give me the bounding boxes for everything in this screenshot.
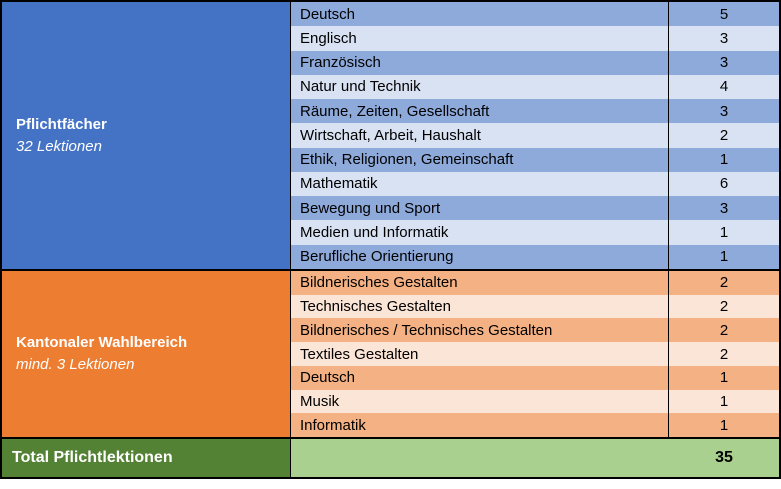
lessons-cell: 6: [719, 175, 729, 193]
table-row: Bildnerisches Gestalten 2: [291, 271, 779, 295]
section-pflichtfaecher: Pflichtfächer 32 Lektionen Deutsch 5 Eng…: [2, 2, 779, 271]
total-value: 35: [715, 449, 733, 466]
table-row: Informatik 1: [291, 413, 779, 438]
category-cell-wahlbereich: Kantonaler Wahlbereich mind. 3 Lektionen: [2, 271, 291, 437]
section-kantonaler-wahlbereich: Kantonaler Wahlbereich mind. 3 Lektionen…: [2, 271, 779, 439]
table-row: Ethik, Religionen, Gemeinschaft 1: [291, 147, 779, 172]
lessons-cell: 3: [719, 199, 729, 217]
subject-cell: Berufliche Orientierung: [291, 244, 669, 269]
subject-cell: Textiles Gestalten: [291, 342, 669, 366]
category-cell-pflichtfaecher: Pflichtfächer 32 Lektionen: [2, 2, 291, 269]
table-row: Französisch 3: [291, 50, 779, 75]
subject-cell: Ethik, Religionen, Gemeinschaft: [291, 147, 669, 172]
category-subtitle: 32 Lektionen: [16, 137, 102, 155]
table-row: Wirtschaft, Arbeit, Haushalt 2: [291, 123, 779, 148]
section-rows: Bildnerisches Gestalten 2 Technisches Ge…: [291, 271, 779, 438]
table-row: Musik 1: [291, 389, 779, 414]
lessons-cell: 3: [719, 29, 729, 47]
lessons-cell: 2: [719, 274, 729, 292]
lessons-cell: 1: [719, 416, 729, 434]
subject-cell: Deutsch: [291, 2, 669, 27]
lessons-cell: 4: [719, 78, 729, 96]
subject-cell: Natur und Technik: [291, 74, 669, 100]
lessons-cell: 1: [719, 392, 729, 410]
subject-cell: Musik: [291, 389, 669, 414]
lessons-cell: 2: [719, 126, 729, 144]
table-row: Bewegung und Sport 3: [291, 196, 779, 221]
total-row: Total Pflichtlektionen 35: [2, 439, 779, 477]
subject-cell: Französisch: [291, 50, 669, 75]
table-row: Deutsch 5: [291, 2, 779, 27]
lessons-cell: 1: [719, 369, 729, 387]
section-rows: Deutsch 5 Englisch 3 Französisch 3 Natur…: [291, 2, 779, 269]
table-row: Technisches Gestalten 2: [291, 294, 779, 319]
lessons-cell: 1: [719, 224, 729, 242]
lessons-cell: 3: [719, 54, 729, 72]
subject-cell: Bildnerisches / Technisches Gestalten: [291, 318, 669, 343]
table-row: Englisch 3: [291, 26, 779, 51]
subject-cell: Deutsch: [291, 365, 669, 390]
category-title: Kantonaler Wahlbereich: [16, 334, 188, 352]
lessons-cell: 5: [719, 5, 729, 23]
lessons-cell: 2: [719, 321, 729, 339]
subject-cell: Räume, Zeiten, Gesellschaft: [291, 99, 669, 124]
category-title: Pflichtfächer: [16, 115, 107, 133]
table-row: Textiles Gestalten 2: [291, 342, 779, 366]
subject-cell: Medien und Informatik: [291, 220, 669, 245]
table-row: Deutsch 1: [291, 365, 779, 390]
lessons-cell: 2: [719, 298, 729, 316]
subject-cell: Informatik: [291, 413, 669, 438]
table-row: Bildnerisches / Technisches Gestalten 2: [291, 318, 779, 343]
table-row: Natur und Technik 4: [291, 74, 779, 100]
subject-cell: Englisch: [291, 26, 669, 51]
subject-cell: Mathematik: [291, 171, 669, 197]
total-value-cell: 35: [291, 439, 779, 477]
subject-cell: Wirtschaft, Arbeit, Haushalt: [291, 123, 669, 148]
subject-cell: Technisches Gestalten: [291, 294, 669, 319]
lessons-cell: 3: [719, 102, 729, 120]
category-subtitle: mind. 3 Lektionen: [16, 356, 135, 373]
lesson-table: Pflichtfächer 32 Lektionen Deutsch 5 Eng…: [0, 0, 781, 479]
lessons-cell: 1: [719, 151, 729, 169]
lessons-cell: 2: [719, 345, 729, 363]
total-label: Total Pflichtlektionen: [2, 439, 291, 477]
lessons-cell: 1: [719, 248, 729, 266]
subject-cell: Bildnerisches Gestalten: [291, 271, 669, 295]
table-row: Mathematik 6: [291, 171, 779, 197]
table-row: Medien und Informatik 1: [291, 220, 779, 245]
table-row: Berufliche Orientierung 1: [291, 244, 779, 269]
subject-cell: Bewegung und Sport: [291, 196, 669, 221]
table-row: Räume, Zeiten, Gesellschaft 3: [291, 99, 779, 124]
